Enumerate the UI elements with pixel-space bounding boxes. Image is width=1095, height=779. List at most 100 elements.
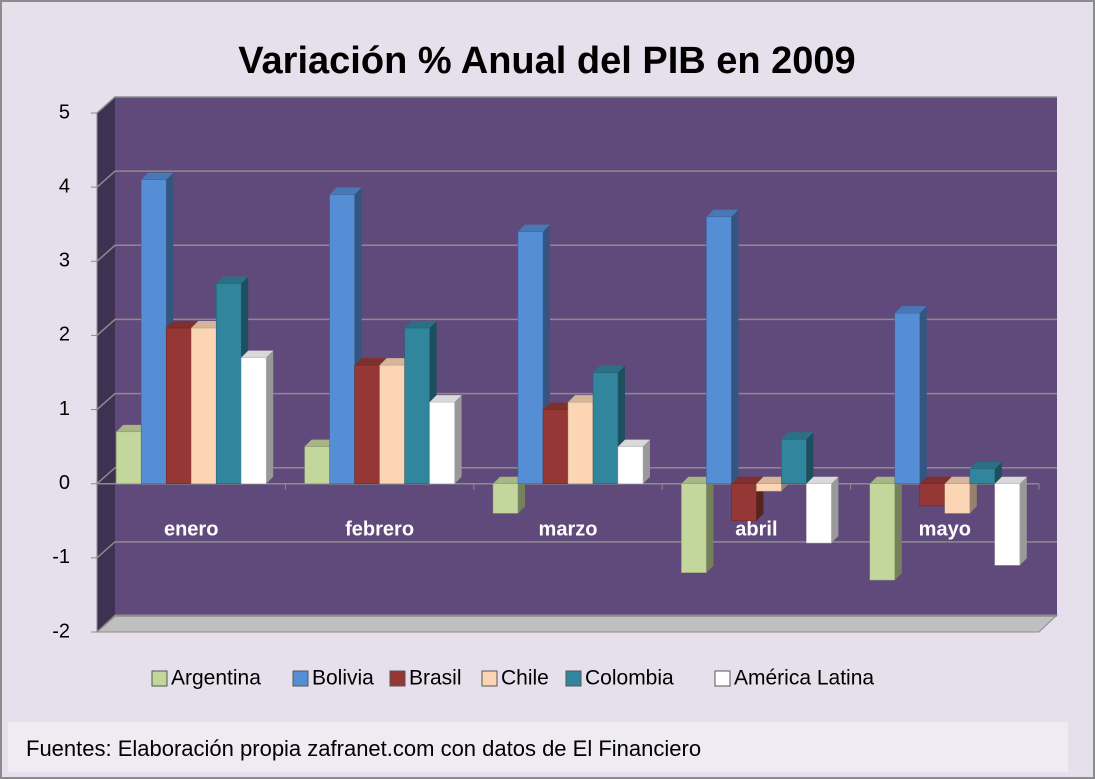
x-tick-label: abril bbox=[735, 518, 777, 540]
bar-front bbox=[756, 483, 782, 492]
source-box bbox=[8, 722, 1068, 772]
bar-top bbox=[329, 187, 362, 195]
bar-top bbox=[216, 276, 249, 284]
y-tick-label: 0 bbox=[59, 472, 70, 494]
bar-top bbox=[944, 476, 977, 484]
bar-top bbox=[618, 439, 650, 447]
grid-line bbox=[96, 170, 1057, 188]
bar-top bbox=[568, 395, 600, 403]
bar-front bbox=[115, 431, 142, 484]
bar-front bbox=[969, 468, 996, 484]
bar-top bbox=[869, 476, 902, 484]
y-tick-label: 5 bbox=[59, 101, 70, 123]
legend-label: Chile bbox=[501, 667, 549, 690]
bar-side bbox=[266, 350, 274, 484]
bar-top bbox=[191, 321, 224, 329]
legend-label: Bolivia bbox=[312, 667, 374, 690]
bar-front bbox=[731, 483, 757, 522]
legend-swatch bbox=[292, 670, 309, 687]
bar-front bbox=[617, 446, 644, 484]
legend-swatch bbox=[389, 670, 406, 687]
x-tick-label: marzo bbox=[539, 518, 598, 540]
bar-top bbox=[241, 350, 274, 358]
x-tick-label: mayo bbox=[919, 518, 971, 540]
bar-side bbox=[1019, 476, 1027, 566]
bar-side bbox=[831, 476, 839, 544]
y-tick-label: 3 bbox=[59, 250, 70, 272]
bar-front bbox=[681, 483, 707, 573]
bar bbox=[894, 306, 927, 484]
bar-side bbox=[969, 476, 977, 514]
bar-front bbox=[140, 179, 167, 484]
legend-swatch bbox=[481, 670, 498, 687]
bar bbox=[329, 187, 362, 484]
x-tick-label: febrero bbox=[345, 518, 414, 540]
x-tick-label: enero bbox=[164, 518, 218, 540]
bar-top bbox=[756, 476, 789, 484]
bar bbox=[869, 476, 902, 581]
bar bbox=[429, 395, 462, 484]
bar-front bbox=[304, 446, 330, 484]
grid-line bbox=[96, 96, 1057, 114]
bar bbox=[681, 476, 714, 573]
bar-top bbox=[429, 395, 462, 403]
bar-side bbox=[643, 439, 650, 484]
grid-line bbox=[96, 541, 1057, 559]
grid-line bbox=[96, 392, 1057, 411]
bar-side bbox=[731, 209, 739, 484]
bar-top bbox=[994, 476, 1027, 484]
bar-side bbox=[454, 395, 462, 484]
bar bbox=[994, 476, 1027, 566]
bar-side bbox=[894, 476, 902, 581]
bar-top bbox=[894, 306, 927, 314]
side-wall bbox=[97, 97, 115, 632]
y-tick-label: 2 bbox=[59, 324, 70, 346]
bar-front bbox=[379, 364, 405, 484]
bar-front bbox=[592, 372, 619, 484]
bar bbox=[781, 432, 814, 484]
bar-top bbox=[969, 461, 1002, 469]
legend-label: Argentina bbox=[171, 667, 261, 690]
bar-front bbox=[215, 283, 242, 484]
bar-top bbox=[166, 321, 199, 329]
bar-top bbox=[806, 476, 839, 484]
bar-top bbox=[141, 172, 174, 180]
bar-side bbox=[919, 306, 927, 484]
bar-top bbox=[493, 476, 525, 484]
bar-front bbox=[517, 231, 544, 484]
legend-label: Brasil bbox=[409, 667, 462, 690]
bar bbox=[617, 439, 650, 484]
bar-front bbox=[492, 483, 519, 514]
bar-front bbox=[567, 401, 594, 484]
bar-front bbox=[944, 483, 971, 514]
bar-side bbox=[806, 432, 814, 484]
bar-front bbox=[894, 312, 921, 484]
bar-top bbox=[379, 358, 412, 366]
bar-top bbox=[919, 476, 952, 484]
bar-top bbox=[543, 402, 575, 410]
grid-line bbox=[96, 615, 1057, 633]
legend-label: Colombia bbox=[585, 667, 674, 690]
bar-top bbox=[518, 224, 550, 232]
bar-top bbox=[404, 321, 437, 329]
bar-top bbox=[593, 365, 625, 373]
bar-front bbox=[994, 483, 1021, 566]
bar-front bbox=[329, 194, 355, 484]
bar-side bbox=[994, 461, 1002, 484]
y-tick-label: -2 bbox=[52, 620, 70, 642]
bar-front bbox=[919, 483, 946, 507]
chart-title: Variación % Anual del PIB en 2009 bbox=[238, 40, 855, 82]
bar bbox=[969, 461, 1002, 484]
y-tick-label: 1 bbox=[59, 398, 70, 420]
grid-line bbox=[96, 466, 1057, 485]
bar bbox=[731, 476, 764, 522]
bar-top bbox=[116, 424, 149, 432]
source-note: Fuentes: Elaboración propia zafranet.com… bbox=[26, 736, 701, 761]
bar-top bbox=[681, 476, 714, 484]
grid-line bbox=[96, 244, 1057, 262]
bar-front bbox=[781, 438, 807, 484]
y-tick-label: -1 bbox=[52, 546, 70, 568]
legend-swatch bbox=[714, 670, 731, 687]
bar-front bbox=[542, 409, 569, 484]
